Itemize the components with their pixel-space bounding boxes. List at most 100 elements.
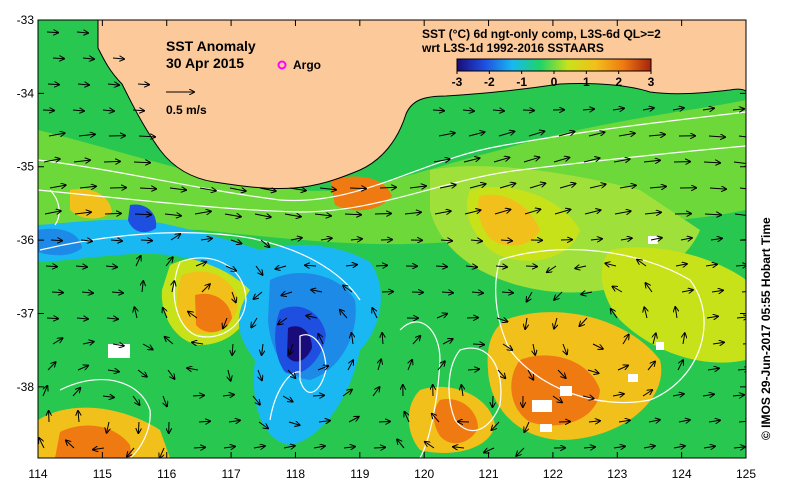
argo-float-marker [277, 60, 287, 70]
colorbar-title-line2: wrt L3S-1d 1992-2016 SSTAARS [421, 41, 604, 55]
current-vector-arrow [49, 185, 66, 188]
current-vector-arrow [312, 395, 324, 396]
current-vector-arrow [499, 183, 515, 189]
current-vector-arrow [441, 292, 453, 293]
current-vector-arrow [453, 447, 465, 448]
current-vector-arrow [46, 32, 58, 33]
current-vector-arrow [374, 214, 391, 215]
current-vector-arrow [375, 265, 387, 266]
current-vector-arrow [524, 421, 530, 432]
current-vector-arrow [467, 369, 479, 370]
current-vector-arrow [222, 395, 234, 396]
current-vector-arrow [611, 309, 618, 319]
colorbar-tick-label: -2 [484, 75, 495, 89]
current-vector-arrow [347, 360, 353, 371]
current-vector-arrow [523, 157, 539, 163]
current-vector-arrow [675, 264, 687, 266]
current-vector-arrow [282, 292, 293, 295]
current-vector-arrow [46, 318, 58, 319]
current-vector-arrow [254, 214, 271, 217]
current-vector-arrow [318, 421, 330, 422]
current-vector-arrow [192, 342, 204, 344]
current-vector-arrow [340, 310, 348, 319]
current-vector-arrow [612, 108, 624, 110]
current-vector-arrow [497, 369, 505, 378]
lat-tick-label: -35 [17, 160, 35, 174]
current-vector-arrow [112, 344, 124, 346]
current-vector-arrow [440, 240, 452, 241]
current-vector-arrow [320, 238, 332, 240]
current-vector-arrow [314, 214, 331, 216]
current-vector-arrow [138, 136, 155, 137]
current-vector-arrow [313, 446, 325, 448]
current-vector-arrow [79, 186, 96, 188]
current-vector-arrow [102, 396, 114, 397]
current-vector-arrow [581, 292, 593, 294]
current-vector-arrow [493, 395, 494, 407]
no-data-speck [540, 424, 552, 432]
current-vector-arrow [111, 292, 123, 293]
lon-tick-label: 119 [350, 467, 369, 481]
current-vector-arrow [200, 238, 212, 240]
current-vector-arrow [680, 238, 692, 240]
current-vector-arrow [618, 133, 635, 136]
contour-line [49, 189, 60, 226]
current-vector-arrow [622, 335, 629, 345]
current-vector-arrow [283, 446, 295, 448]
current-vector-arrow [605, 263, 617, 266]
sst-patch [478, 194, 540, 246]
current-vector-arrow [110, 240, 122, 241]
current-vector-arrow [618, 420, 630, 422]
current-vector-arrow [223, 447, 235, 449]
current-vector-arrow [711, 290, 723, 292]
current-vector-arrow [649, 187, 666, 189]
current-vector-arrow [343, 447, 355, 448]
current-vector-arrow [47, 362, 56, 371]
current-vector-arrow [558, 132, 574, 137]
current-vector-arrow [647, 362, 655, 371]
current-vector-arrow [495, 266, 507, 267]
current-vector-arrow [644, 212, 661, 214]
current-vector-arrow [188, 312, 198, 319]
sst-patch [601, 247, 746, 363]
current-vector-arrow [228, 420, 240, 422]
lon-tick-label: 124 [672, 467, 692, 481]
current-vector-arrow [232, 291, 236, 302]
current-vector-arrow [432, 110, 444, 111]
current-vector-arrow [306, 316, 318, 318]
current-vector-arrow [408, 360, 412, 371]
current-vector-arrow [464, 210, 481, 215]
colorbar [456, 58, 652, 72]
current-vector-arrow [500, 240, 512, 241]
current-vector-arrow [104, 213, 121, 214]
current-vector-arrow [501, 292, 513, 293]
current-vector-arrow [702, 394, 714, 396]
current-vector-arrow [708, 136, 725, 137]
current-vector-arrow [278, 317, 288, 324]
current-vector-arrow [709, 188, 726, 189]
current-vector-arrow [404, 212, 421, 214]
current-vector-arrow [516, 447, 525, 456]
current-vector-arrow [703, 446, 715, 448]
current-vector-arrow [82, 58, 94, 59]
contour-line [59, 379, 151, 458]
current-vector-arrow [587, 370, 599, 373]
current-vector-arrow [39, 438, 45, 449]
lon-tick-label: 123 [607, 467, 627, 481]
current-vector-arrow [319, 188, 336, 190]
current-vector-arrow [409, 186, 426, 188]
current-vector-arrow [134, 307, 137, 319]
current-vector-arrow [552, 395, 562, 402]
current-vector-arrow [78, 134, 95, 136]
current-vector-arrow [52, 58, 64, 59]
current-vector-arrow [132, 395, 140, 405]
current-vector-arrow [50, 240, 62, 241]
current-vector-arrow [527, 369, 533, 380]
lon-tick-label: 117 [222, 467, 241, 481]
current-vector-arrow [262, 343, 263, 355]
current-vector-arrow [81, 292, 93, 293]
colorbar-tick-label: 2 [615, 75, 622, 89]
current-vector-arrow [107, 370, 119, 372]
current-vector-arrow [199, 188, 216, 191]
